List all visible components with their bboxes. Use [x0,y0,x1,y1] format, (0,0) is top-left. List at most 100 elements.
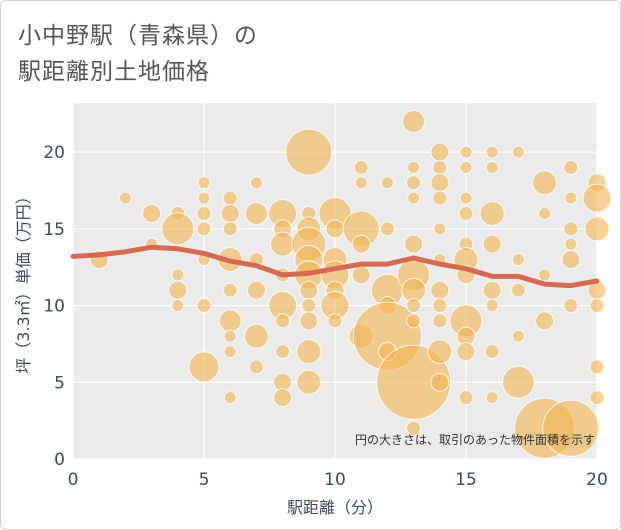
data-bubble [485,145,499,159]
data-bubble [188,351,220,383]
x-tick-label: 0 [68,470,79,490]
data-bubble [459,160,473,174]
data-bubble [563,221,579,237]
data-bubble [510,282,526,298]
data-bubble [118,191,132,205]
x-tick-label: 5 [199,470,210,490]
chart-title-line1: 小中野駅（青森県）の [18,23,258,49]
data-bubble [275,313,291,329]
data-bubble [407,160,421,174]
data-bubble [482,280,502,300]
data-bubble [501,365,535,399]
data-bubble [563,159,579,175]
data-bubble [354,176,368,190]
y-tick-label: 20 [43,143,65,163]
data-bubble [482,234,502,254]
data-bubble [458,390,474,406]
data-bubble [456,342,476,362]
data-bubble [406,175,422,191]
data-bubble [296,339,322,365]
data-bubble [351,265,371,285]
x-tick-label: 20 [586,470,608,490]
data-bubble [589,390,605,406]
data-bubble [270,231,296,257]
data-bubble [485,391,499,405]
data-bubble [584,216,610,242]
y-axis-ticks: 0 5 10 15 20 [43,143,65,470]
data-bubble [582,183,612,213]
data-bubble [430,142,450,162]
data-bubble [430,173,450,193]
data-bubble [168,280,188,300]
data-bubble [432,159,448,175]
data-bubble [479,200,505,226]
data-bubble [427,339,453,365]
data-bubble [432,298,448,314]
bubble-layer [89,109,612,459]
data-bubble [459,191,473,205]
data-bubble [406,420,422,436]
data-bubble [299,311,319,331]
data-bubble [376,344,452,420]
data-bubble [296,369,322,395]
data-bubble [535,311,555,331]
data-bubble [404,234,424,254]
y-tick-label: 15 [43,220,65,240]
data-bubble [432,190,448,206]
data-bubble [243,323,269,349]
data-bubble [538,268,552,282]
data-bubble [222,282,238,298]
data-bubble [351,234,371,254]
data-bubble [432,313,448,329]
data-bubble [196,205,212,221]
chart-title-line2: 駅距離別土地価格 [18,59,210,85]
data-bubble [275,344,291,360]
data-bubble [485,299,499,313]
data-bubble [353,159,369,175]
data-bubble [197,176,211,190]
data-bubble [273,388,293,408]
data-bubble [459,145,473,159]
data-bubble [222,221,238,237]
x-tick-label: 15 [455,470,477,490]
y-tick-label: 5 [54,373,65,393]
data-bubble [285,128,333,176]
data-bubble [406,313,422,329]
data-bubble [561,250,581,270]
data-bubble [142,203,162,223]
data-bubble [538,206,552,220]
data-bubble [223,345,237,359]
x-axis-label: 駅距離（分） [287,498,383,517]
data-bubble [246,280,266,300]
data-bubble [563,298,579,314]
data-bubble [196,298,212,314]
data-bubble [171,299,185,313]
data-bubble [244,201,268,225]
data-bubble [484,344,500,360]
y-tick-label: 10 [43,297,65,317]
data-bubble [458,205,474,221]
data-bubble [402,109,426,133]
data-bubble [171,268,185,282]
data-bubble [301,298,317,314]
data-bubble [589,298,605,314]
data-bubble [197,191,211,205]
data-bubble [542,399,600,457]
data-bubble [248,359,264,375]
data-bubble [406,298,422,314]
data-bubble [218,309,242,333]
data-bubble [564,237,578,251]
y-tick-label: 0 [54,450,65,470]
data-bubble [407,191,421,205]
data-bubble [379,221,395,237]
data-bubble [511,145,525,159]
data-bubble [299,280,319,300]
x-axis-ticks: 0 5 10 15 20 [68,470,608,490]
x-tick-label: 10 [324,470,346,490]
data-bubble [327,313,343,329]
data-bubble [511,329,525,343]
data-bubble [485,160,499,174]
data-bubble [223,391,237,405]
data-bubble [430,372,450,392]
